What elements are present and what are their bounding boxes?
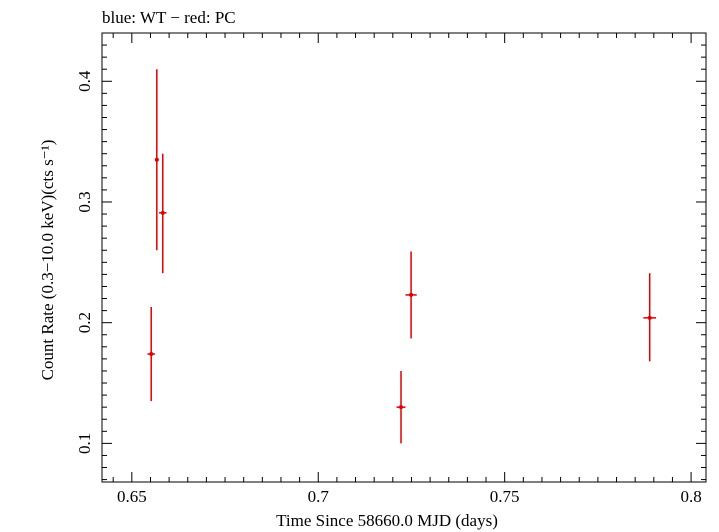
data-points — [147, 69, 657, 444]
data-point — [643, 273, 657, 362]
data-marker — [149, 352, 154, 357]
x-tick-label: 0.65 — [117, 487, 147, 506]
data-point — [154, 69, 159, 251]
x-tick-label: 0.8 — [680, 487, 701, 506]
x-axis: 0.65 0.7 0.75 0.8 — [112, 33, 702, 506]
x-tick-label: 0.75 — [490, 487, 520, 506]
x-axis-label: Time Since 58660.0 MJD (days) — [276, 511, 498, 530]
data-marker — [399, 405, 404, 410]
data-marker — [154, 157, 159, 162]
data-marker — [647, 315, 652, 320]
chart-title: blue: WT − red: PC — [102, 8, 236, 27]
y-tick-label: 0.1 — [75, 433, 94, 454]
y-tick-label: 0.3 — [75, 191, 94, 212]
data-point — [405, 251, 417, 339]
plot-frame — [101, 32, 707, 483]
data-point — [396, 370, 406, 444]
data-point — [159, 153, 167, 274]
y-tick-label: 0.4 — [75, 70, 94, 92]
y-tick-label: 0.2 — [75, 312, 94, 333]
x-tick-label: 0.7 — [308, 487, 330, 506]
data-marker — [160, 210, 165, 215]
y-axis-label: Count Rate (0.3−10.0 keV)(cts s⁻¹) — [38, 140, 57, 381]
y-axis: 0.1 0.2 0.3 0.4 — [75, 32, 706, 481]
data-point — [147, 306, 155, 402]
data-marker — [409, 292, 414, 297]
